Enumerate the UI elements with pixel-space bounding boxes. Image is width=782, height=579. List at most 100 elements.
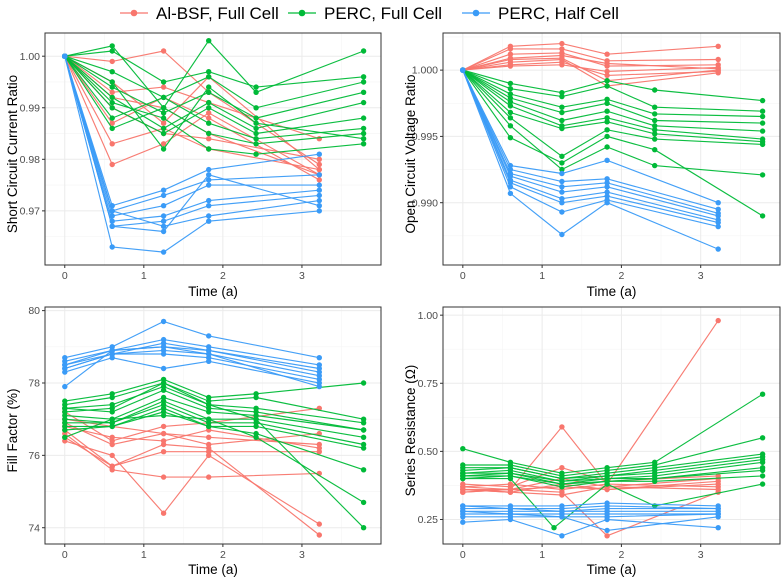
data-point bbox=[715, 213, 721, 219]
series-perc-full-cell bbox=[62, 38, 367, 157]
data-point bbox=[604, 115, 610, 121]
legend-key-point bbox=[472, 9, 480, 17]
panel-border bbox=[44, 32, 382, 266]
series-line bbox=[64, 382, 365, 529]
data-point bbox=[759, 120, 766, 126]
x-tick-label: 0 bbox=[62, 549, 68, 561]
data-point bbox=[507, 86, 514, 92]
data-point bbox=[715, 246, 721, 252]
data-point bbox=[360, 115, 367, 121]
series-line bbox=[64, 378, 364, 402]
x-tick-label: 2 bbox=[618, 549, 624, 561]
series-line bbox=[462, 437, 763, 477]
data-point bbox=[652, 478, 658, 484]
data-point bbox=[206, 351, 212, 357]
data-point bbox=[206, 333, 212, 339]
data-point bbox=[206, 136, 212, 142]
data-point bbox=[604, 72, 610, 79]
data-point bbox=[62, 369, 68, 375]
data-point bbox=[160, 48, 167, 54]
legend-label: Al-BSF, Full Cell bbox=[156, 4, 279, 23]
series-perc-full-cell bbox=[62, 376, 367, 531]
series-line bbox=[462, 69, 763, 118]
data-point bbox=[715, 223, 721, 230]
data-point bbox=[715, 56, 721, 63]
data-point bbox=[759, 128, 766, 134]
series-line bbox=[64, 50, 364, 88]
data-point bbox=[253, 151, 259, 157]
data-point bbox=[316, 136, 322, 142]
data-point bbox=[206, 177, 212, 183]
data-point bbox=[559, 170, 565, 177]
data-point bbox=[109, 405, 115, 411]
data-point bbox=[604, 481, 610, 487]
x-tick-label: 0 bbox=[460, 549, 466, 561]
data-point bbox=[652, 147, 658, 153]
data-point bbox=[109, 84, 115, 90]
y-tick-label: 0.990 bbox=[412, 197, 438, 209]
x-tick-label: 3 bbox=[698, 549, 704, 561]
legend-label: PERC, Full Cell bbox=[324, 4, 442, 23]
data-point bbox=[759, 459, 766, 465]
data-point bbox=[604, 184, 610, 190]
data-point bbox=[604, 133, 610, 140]
legend-label: PERC, Half Cell bbox=[498, 4, 619, 23]
data-point bbox=[715, 317, 721, 324]
x-tick-label: 3 bbox=[299, 549, 305, 561]
data-point bbox=[160, 192, 167, 199]
data-point bbox=[507, 109, 514, 116]
panel-fill-factor: 0 1 2 3 74 76 78 80 Time (a) Fill Factor (%) bbox=[5, 305, 382, 577]
x-tick-label: 2 bbox=[220, 549, 226, 561]
data-point bbox=[109, 58, 115, 65]
data-point bbox=[109, 208, 115, 214]
data-point bbox=[559, 231, 565, 238]
data-point bbox=[604, 189, 610, 195]
data-point bbox=[160, 213, 167, 219]
data-point bbox=[604, 127, 610, 133]
data-point bbox=[109, 223, 115, 229]
data-point bbox=[109, 394, 115, 401]
data-point bbox=[715, 514, 721, 520]
x-tick-label: 1 bbox=[141, 549, 147, 561]
data-point bbox=[559, 125, 565, 132]
data-point bbox=[759, 467, 766, 474]
data-point bbox=[360, 130, 367, 137]
data-point bbox=[559, 160, 565, 166]
data-point bbox=[160, 141, 167, 147]
y-tick-label: 0.50 bbox=[418, 446, 439, 458]
series-line bbox=[462, 475, 763, 488]
data-point bbox=[507, 184, 514, 190]
data-point bbox=[206, 84, 212, 90]
data-point bbox=[360, 48, 367, 54]
series-perc-half-cell bbox=[460, 67, 721, 252]
data-point bbox=[109, 463, 115, 469]
series-perc-half-cell bbox=[62, 318, 322, 390]
data-point bbox=[559, 196, 565, 202]
data-point bbox=[160, 423, 167, 430]
data-point bbox=[206, 213, 212, 219]
data-point bbox=[360, 125, 367, 132]
data-point bbox=[604, 51, 610, 57]
data-point bbox=[206, 130, 212, 137]
data-point bbox=[460, 519, 466, 525]
data-point bbox=[62, 434, 68, 440]
data-point bbox=[109, 89, 115, 96]
data-point bbox=[316, 182, 322, 188]
data-point bbox=[507, 190, 514, 197]
data-point bbox=[460, 446, 466, 452]
data-point bbox=[507, 46, 514, 52]
data-point bbox=[559, 209, 565, 215]
legend-item-perc-half-cell: PERC, Half Cell bbox=[462, 4, 619, 23]
data-point bbox=[559, 40, 565, 47]
data-point bbox=[109, 105, 115, 111]
data-point bbox=[759, 141, 766, 148]
series-line bbox=[64, 411, 364, 471]
data-point bbox=[206, 166, 212, 173]
data-point bbox=[360, 79, 367, 85]
panel-short-circuit-current-ratio: 0 1 2 3 0.97 0.98 0.99 1.00 Time (a) Short Circui… bbox=[5, 32, 382, 299]
data-point bbox=[507, 95, 514, 101]
y-axis-title: Fill Factor (%) bbox=[5, 389, 20, 473]
series-line bbox=[462, 456, 763, 480]
data-point bbox=[460, 489, 466, 495]
data-point bbox=[109, 423, 115, 430]
